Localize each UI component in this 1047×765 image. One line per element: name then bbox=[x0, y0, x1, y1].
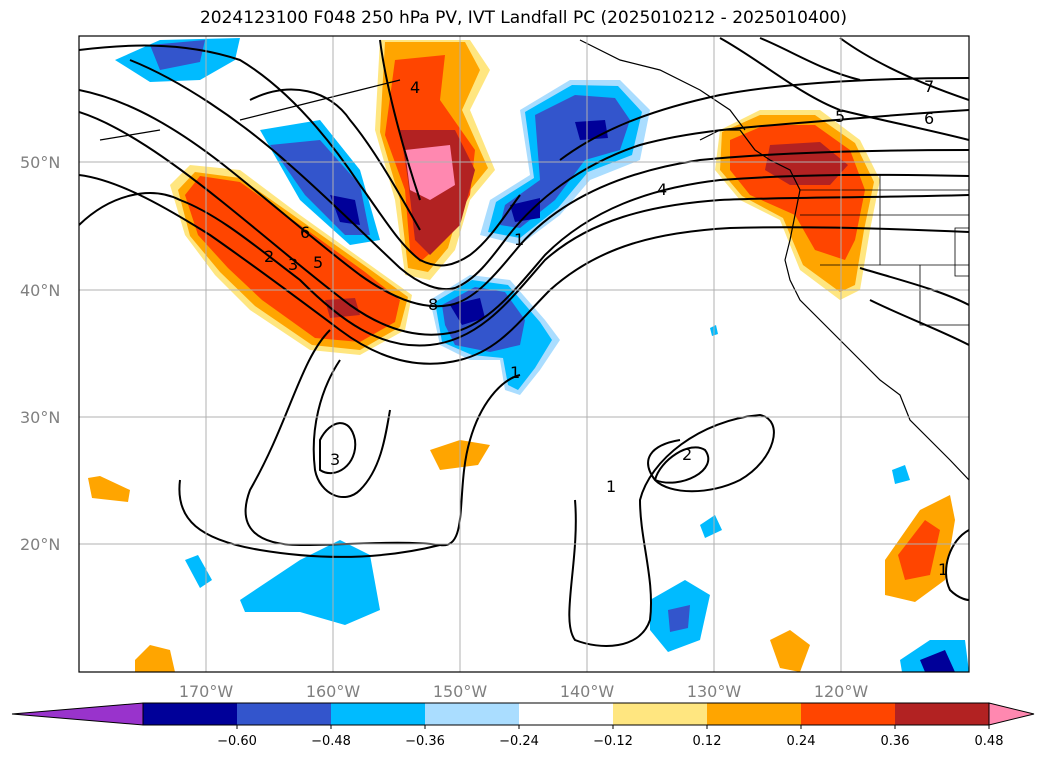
contour-label-5b: 5 bbox=[313, 253, 323, 272]
map-title: 2024123100 F048 250 hPa PV, IVT Landfall… bbox=[199, 8, 847, 28]
contour-label-4b: 4 bbox=[410, 78, 420, 97]
positive-anomaly-small-2 bbox=[88, 476, 130, 502]
contour-label-1c: 1 bbox=[606, 477, 616, 496]
lon-label-170w: 170°W bbox=[179, 682, 234, 701]
plot-frame bbox=[78, 35, 970, 673]
contour-label-1b: 1 bbox=[510, 363, 520, 382]
lat-label-50n: 50°N bbox=[20, 153, 60, 172]
colorbar-extend-min bbox=[11, 702, 144, 726]
contour-label-3b: 3 bbox=[330, 450, 340, 469]
negative-anomaly-tiny-2 bbox=[892, 465, 910, 484]
colorbar-segment bbox=[895, 703, 989, 725]
colorbar-extend-max bbox=[988, 702, 1035, 726]
negative-anomaly-tiny-1 bbox=[700, 515, 722, 538]
lat-label-40n: 40°N bbox=[20, 281, 60, 300]
colorbar-segment bbox=[707, 703, 801, 725]
lon-label-140w: 140°W bbox=[560, 682, 615, 701]
colorbar-tick-label: −0.12 bbox=[593, 734, 633, 749]
coastlines bbox=[99, 39, 969, 481]
negative-anomaly-small-1 bbox=[185, 555, 212, 588]
positive-anomaly-north bbox=[375, 40, 495, 280]
colorbar-tick-label: −0.24 bbox=[499, 734, 539, 749]
colorbar-tick-labels: −0.60 −0.48 −0.36 −0.24 −0.12 0.12 0.24 0.36 0.4… bbox=[217, 725, 1004, 749]
contour-label-2b: 2 bbox=[682, 445, 692, 464]
lon-label-150w: 150°W bbox=[433, 682, 488, 701]
contour-label-3a: 3 bbox=[288, 255, 298, 274]
colorbar-tick-label: 0.48 bbox=[975, 734, 1004, 749]
colorbar-frame bbox=[142, 702, 990, 726]
colorbar-segment bbox=[613, 703, 707, 725]
pv-contours bbox=[79, 37, 969, 647]
colorbar-tick-label: 0.36 bbox=[881, 734, 910, 749]
negative-anomaly-top-left bbox=[115, 38, 240, 82]
lon-label-160w: 160°W bbox=[306, 682, 361, 701]
contour-label-4a: 4 bbox=[657, 180, 667, 199]
colorbar-segment bbox=[801, 703, 895, 725]
positive-anomaly-bottom-left bbox=[135, 645, 175, 672]
contour-labels: 7 6 5 4 4 1 2 3 5 6 8 1 3 1 2 1 bbox=[264, 77, 948, 579]
latitude-labels: 50°N 40°N 30°N 20°N bbox=[20, 153, 60, 554]
positive-anomaly-bottom-mid bbox=[770, 630, 810, 672]
lon-label-120w: 120°W bbox=[814, 682, 869, 701]
colorbar-segment bbox=[143, 703, 237, 725]
colorbar-tick-label: 0.24 bbox=[787, 734, 816, 749]
negative-anomaly-small-3 bbox=[668, 605, 690, 632]
contour-label-7a: 7 bbox=[924, 77, 934, 96]
colorbar-tick-label: 0.12 bbox=[693, 734, 722, 749]
negative-anomaly-bottom-right-core bbox=[920, 650, 955, 672]
contour-label-5a: 5 bbox=[835, 107, 845, 126]
colorbar-segment bbox=[425, 703, 519, 725]
contour-label-1a: 1 bbox=[514, 230, 524, 249]
contour-label-8a: 8 bbox=[428, 295, 438, 314]
negative-anomaly-160w bbox=[260, 120, 380, 245]
longitude-labels: 170°W 160°W 150°W 140°W 130°W 120°W bbox=[179, 682, 869, 701]
colorbar bbox=[11, 702, 1035, 726]
graticule bbox=[79, 36, 969, 672]
contour-label-6b: 6 bbox=[300, 223, 310, 242]
lat-label-30n: 30°N bbox=[20, 408, 60, 427]
colorbar-segment bbox=[519, 703, 613, 725]
contour-label-1d: 1 bbox=[938, 560, 948, 579]
contour-label-2a: 2 bbox=[264, 247, 274, 266]
positive-anomaly-southeast-core bbox=[898, 520, 940, 580]
lat-label-20n: 20°N bbox=[20, 535, 60, 554]
colorbar-tick-label: −0.60 bbox=[217, 734, 257, 749]
colorbar-segment bbox=[237, 703, 331, 725]
colorbar-tick-label: −0.36 bbox=[405, 734, 445, 749]
colorbar-segment bbox=[331, 703, 425, 725]
negative-anomaly-south bbox=[240, 540, 380, 625]
lon-label-130w: 130°W bbox=[687, 682, 742, 701]
negative-anomaly-150w bbox=[430, 275, 560, 395]
contour-label-6a: 6 bbox=[924, 109, 934, 128]
colorbar-tick-label: −0.48 bbox=[311, 734, 351, 749]
state-borders bbox=[800, 175, 969, 326]
